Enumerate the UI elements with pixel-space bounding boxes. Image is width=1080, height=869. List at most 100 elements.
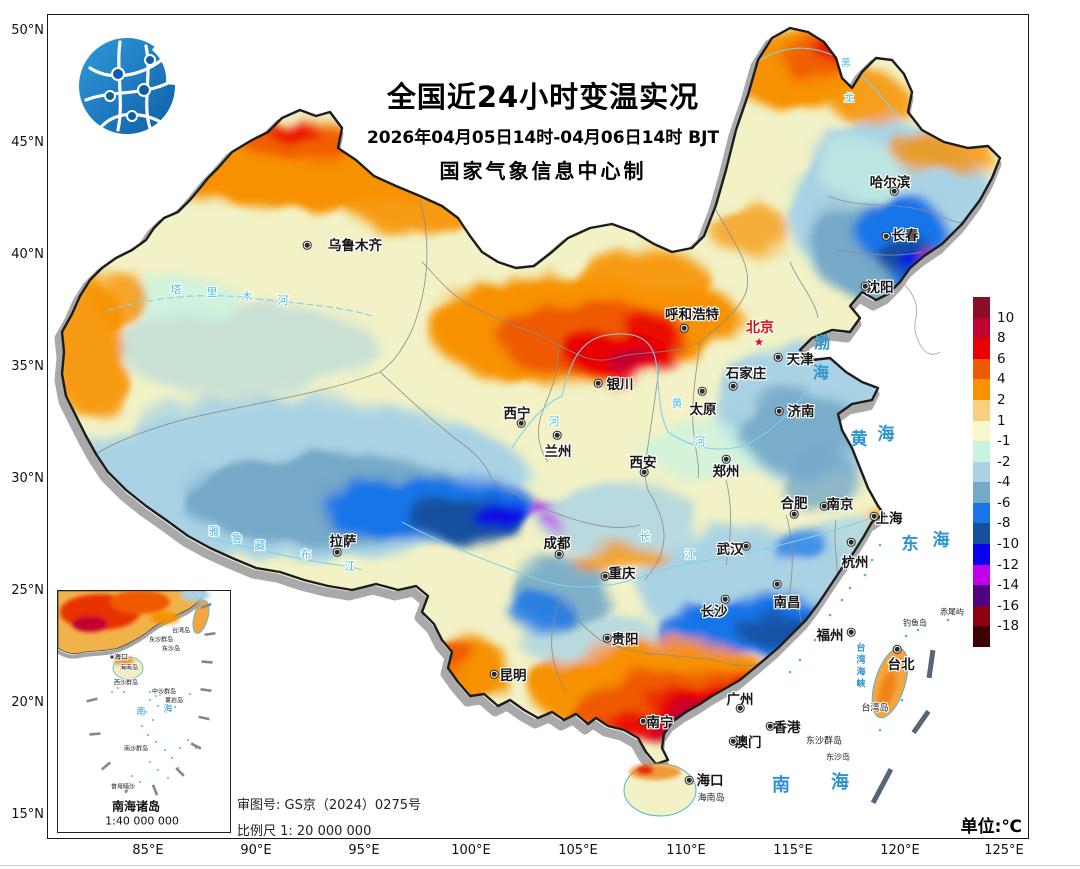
inset-label: 曾母暗沙 (110, 783, 136, 791)
city-dot (490, 670, 498, 678)
river-label: 黑 (841, 58, 851, 70)
city-dot (601, 572, 609, 580)
city-label: 广州 (726, 692, 754, 708)
city-label: 昆明 (499, 668, 527, 684)
sea-label: 海 (932, 530, 950, 551)
city-label: 澳门 (734, 735, 762, 751)
legend-color-block (973, 605, 990, 627)
capital-label: 北京 (746, 320, 774, 336)
city-label: 南昌 (773, 595, 801, 611)
legend-value-label: -12 (997, 556, 1020, 573)
inset-label: 海南岛 (119, 664, 139, 672)
city-dot (555, 550, 563, 558)
city-label: 呼和浩特 (665, 307, 719, 323)
city-dot (729, 737, 737, 745)
lat-axis-label: 20°N (11, 695, 44, 710)
producer: 国家气象信息中心制 (439, 159, 647, 183)
page-title: 全国近24小时变温实况 (386, 80, 700, 114)
china-national-border (60, 26, 1002, 766)
lon-axis-label: 105°E (558, 843, 598, 858)
city-label: 乌鲁木齐 (328, 238, 382, 254)
legend-color-block (973, 338, 990, 359)
legend-color-block (973, 626, 990, 648)
legend-color-block (973, 441, 990, 462)
legend-value-label: 8 (997, 330, 1006, 347)
lon-axis-label: 120°E (880, 843, 920, 858)
city-label: 长沙 (700, 604, 728, 620)
city-dot (517, 419, 525, 427)
city-dot (685, 776, 693, 784)
valid-period: 2026年04月05日14时-04月06日14时 BJT (366, 128, 720, 148)
lat-axis-label: 35°N (11, 359, 44, 374)
sea-label: 台 (856, 643, 866, 654)
river-label: 藏 (254, 539, 266, 552)
inset-south-china-sea (57, 590, 229, 831)
sea-label: 东 (901, 534, 919, 555)
hainan-island (623, 763, 697, 817)
city-dot (861, 282, 869, 290)
city-label: 石家庄 (725, 366, 767, 382)
legend-color-block (973, 564, 990, 586)
inset-label: 西沙群岛 (113, 679, 139, 687)
legend-value-label: -6 (997, 494, 1011, 511)
city-label: 银川 (606, 377, 634, 393)
title-block: 全国近24小时变温实况 2026年04月05日14时-04月06日14时 BJT… (308, 74, 778, 184)
city-label: 合肥 (780, 496, 808, 512)
city-label: 天津 (786, 352, 814, 368)
city-dot (847, 628, 855, 636)
inset-label: 南 (136, 707, 146, 718)
city-dot (847, 538, 855, 546)
lat-axis-label: 30°N (11, 471, 44, 486)
city-dot (775, 407, 783, 415)
city-dot (553, 431, 561, 439)
inset-scale: 1:40 000 000 (105, 814, 179, 828)
city-dot (773, 580, 781, 588)
island-label: 钓鱼岛 (903, 618, 927, 628)
inset-label: 南沙群岛 (123, 745, 149, 753)
legend-value-label: -2 (997, 453, 1011, 470)
legend-value-label: 6 (997, 350, 1006, 367)
city-label: 西宁 (503, 406, 531, 422)
river-label: 龙 (844, 93, 854, 105)
river-label: 塔 (170, 283, 182, 296)
legend-value-label: -14 (997, 577, 1020, 594)
lat-axis-label: 15°N (11, 807, 44, 822)
city-dot (680, 324, 688, 332)
coastal-islets (788, 543, 950, 732)
city-dot (303, 241, 311, 249)
boundary-dash-segments (870, 649, 936, 804)
province-borders (95, 195, 966, 693)
river-label: 木 (241, 290, 253, 303)
lon-axis-label: 100°E (451, 843, 491, 858)
city-dot (639, 717, 647, 725)
city-dot (893, 645, 901, 653)
city-label: 郑州 (712, 464, 740, 480)
legend-color-block (973, 544, 990, 565)
lon-axis-label: 85°E (132, 843, 164, 858)
city-dot (774, 353, 782, 361)
lat-axis-label: 40°N (11, 247, 44, 262)
lon-axis-label: 90°E (240, 843, 272, 858)
city-dot (790, 510, 798, 518)
legend-color-block (973, 420, 990, 442)
legend-value-label: -8 (997, 515, 1011, 532)
river-label: 鲁 (231, 532, 243, 545)
city-dot (333, 548, 341, 556)
island-label: 东沙群岛 (805, 736, 843, 747)
city-dot (890, 187, 898, 195)
city-label: 拉萨 (329, 534, 357, 550)
lat-axis-label: 45°N (11, 135, 44, 150)
map-scale-text: 比例尺 1: 20 000 000 (237, 824, 372, 839)
legend-value-label: -1 (997, 433, 1011, 450)
inset-label: 东沙岛 (161, 645, 181, 653)
city-label: 香港 (773, 720, 801, 736)
river-label: 河 (548, 415, 560, 428)
city-label: 福州 (816, 628, 844, 644)
legend-value-label: 10 (997, 309, 1015, 326)
city-label: 西安 (629, 455, 657, 471)
city-dot (882, 232, 890, 240)
legend-value-label: 2 (997, 391, 1006, 408)
city-dot (736, 704, 744, 712)
